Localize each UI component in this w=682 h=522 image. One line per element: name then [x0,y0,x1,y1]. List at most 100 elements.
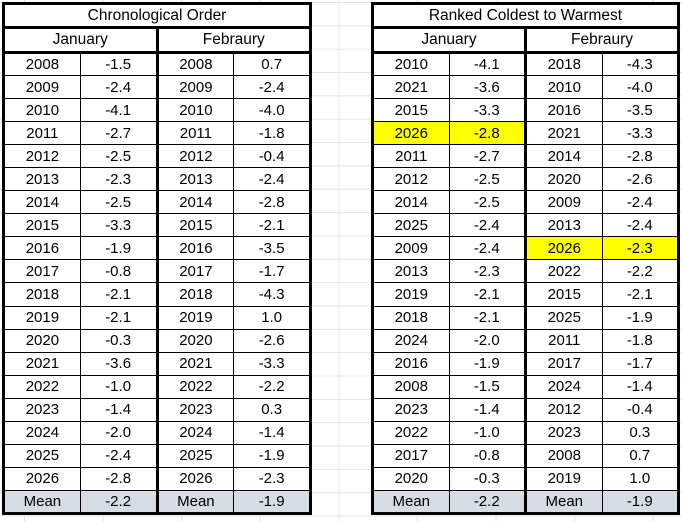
january-year-cell[interactable]: 2023 [372,397,450,422]
january-value-cell[interactable]: -3.3 [79,213,159,238]
january-year-cell[interactable]: 2012 [3,144,81,169]
febraury-year-cell[interactable]: 2021 [525,121,603,146]
febraury-year-cell[interactable]: 2014 [525,144,603,169]
febraury-value-cell[interactable]: -2.4 [233,75,311,100]
january-year-cell[interactable]: 2015 [372,98,450,123]
febraury-year-cell[interactable]: 2009 [156,75,235,100]
january-value-cell[interactable]: -2.4 [79,75,159,100]
january-value-cell[interactable]: -2.1 [79,282,159,307]
january-year-cell[interactable]: 2018 [372,305,450,330]
january-value-cell[interactable]: -2.0 [448,328,527,353]
febraury-value-cell[interactable]: -2.6 [601,167,679,192]
january-year-cell[interactable]: 2014 [3,190,81,215]
febraury-value-cell[interactable]: -4.0 [601,75,679,100]
febraury-value-cell[interactable]: 0.3 [233,397,311,422]
january-value-cell[interactable]: -3.3 [448,98,527,123]
febraury-year-cell[interactable]: 2024 [525,374,603,399]
mean-label-cell[interactable]: Mean [525,490,603,514]
january-value-cell[interactable]: -0.3 [79,328,159,353]
january-value-cell[interactable]: -2.1 [448,282,527,307]
january-year-cell[interactable]: 2018 [3,282,81,307]
january-value-cell[interactable]: -2.5 [448,190,527,215]
january-value-cell[interactable]: -2.7 [448,144,527,169]
january-value-cell[interactable]: -1.4 [79,397,159,422]
january-value-cell[interactable]: -3.6 [448,75,527,100]
febraury-value-cell[interactable]: -3.5 [601,98,679,123]
febraury-year-cell[interactable]: 2008 [525,443,603,468]
febraury-value-cell[interactable]: 1.0 [601,466,679,492]
january-year-cell[interactable]: 2010 [3,98,81,123]
january-year-cell[interactable]: 2013 [372,259,450,284]
febraury-year-cell[interactable]: 2018 [156,282,235,307]
febraury-value-cell[interactable]: -2.1 [601,282,679,307]
january-year-cell[interactable]: 2013 [3,167,81,192]
january-value-cell[interactable]: -2.3 [448,259,527,284]
febraury-value-cell[interactable]: -3.3 [601,121,679,146]
febraury-year-cell[interactable]: 2016 [156,236,235,261]
january-value-cell[interactable]: -1.9 [448,351,527,376]
january-year-cell[interactable]: 2016 [3,236,81,261]
january-value-cell[interactable]: -1.0 [448,420,527,445]
january-year-cell[interactable]: 2017 [3,259,81,284]
january-year-cell[interactable]: 2011 [3,121,81,146]
january-year-cell[interactable]: 2024 [3,420,81,445]
january-year-cell[interactable]: 2021 [3,351,81,376]
febraury-year-cell[interactable]: 2025 [156,443,235,468]
febraury-value-cell[interactable]: -4.3 [233,282,311,307]
january-value-cell[interactable]: -2.8 [448,121,527,146]
febraury-year-cell[interactable]: 2017 [156,259,235,284]
january-value-cell[interactable]: -0.8 [448,443,527,468]
january-year-cell[interactable]: 2023 [3,397,81,422]
january-year-cell[interactable]: 2014 [372,190,450,215]
febraury-value-cell[interactable]: -1.9 [233,443,311,468]
febraury-value-cell[interactable]: -1.7 [233,259,311,284]
febraury-value-cell[interactable]: -2.3 [233,466,311,492]
mean-label-cell[interactable]: Mean [156,490,235,514]
january-year-cell[interactable]: 2026 [372,121,450,146]
febraury-year-cell[interactable]: 2014 [156,190,235,215]
january-year-cell[interactable]: 2022 [3,374,81,399]
febraury-value-cell[interactable]: -2.8 [233,190,311,215]
febraury-year-cell[interactable]: 2016 [525,98,603,123]
january-value-cell[interactable]: -2.7 [79,121,159,146]
febraury-value-cell[interactable]: -2.4 [601,213,679,238]
febraury-year-cell[interactable]: 2015 [156,213,235,238]
january-value-cell[interactable]: -2.1 [448,305,527,330]
january-value-cell[interactable]: -4.1 [79,98,159,123]
january-year-cell[interactable]: 2020 [3,328,81,353]
january-year-cell[interactable]: 2012 [372,167,450,192]
january-value-cell[interactable]: -2.4 [448,213,527,238]
january-value-cell[interactable]: -3.6 [79,351,159,376]
febraury-year-cell[interactable]: 2023 [525,420,603,445]
january-year-cell[interactable]: 2025 [372,213,450,238]
january-year-cell[interactable]: 2009 [3,75,81,100]
febraury-value-cell[interactable]: -2.2 [233,374,311,399]
column-header-febraury[interactable]: Febraury [525,27,679,54]
febraury-year-cell[interactable]: 2021 [156,351,235,376]
january-year-cell[interactable]: 2011 [372,144,450,169]
febraury-mean-value-cell[interactable]: -1.9 [601,490,679,514]
febraury-year-cell[interactable]: 2011 [156,121,235,146]
febraury-year-cell[interactable]: 2022 [156,374,235,399]
febraury-year-cell[interactable]: 2023 [156,397,235,422]
febraury-year-cell[interactable]: 2008 [156,51,235,77]
mean-label-cell[interactable]: Mean [3,490,81,514]
january-value-cell[interactable]: -2.5 [79,190,159,215]
febraury-value-cell[interactable]: 0.3 [601,420,679,445]
febraury-year-cell[interactable]: 2019 [156,305,235,330]
mean-label-cell[interactable]: Mean [372,490,450,514]
january-year-cell[interactable]: 2017 [372,443,450,468]
febraury-value-cell[interactable]: -0.4 [601,397,679,422]
january-value-cell[interactable]: -1.5 [79,51,159,77]
january-year-cell[interactable]: 2010 [372,51,450,77]
febraury-year-cell[interactable]: 2009 [525,190,603,215]
january-year-cell[interactable]: 2024 [372,328,450,353]
febraury-mean-value-cell[interactable]: -1.9 [233,490,311,514]
febraury-year-cell[interactable]: 2010 [156,98,235,123]
febraury-year-cell[interactable]: 2020 [156,328,235,353]
febraury-value-cell[interactable]: -1.4 [233,420,311,445]
febraury-value-cell[interactable]: -2.2 [601,259,679,284]
febraury-year-cell[interactable]: 2013 [156,167,235,192]
febraury-year-cell[interactable]: 2025 [525,305,603,330]
january-value-cell[interactable]: -2.5 [79,144,159,169]
